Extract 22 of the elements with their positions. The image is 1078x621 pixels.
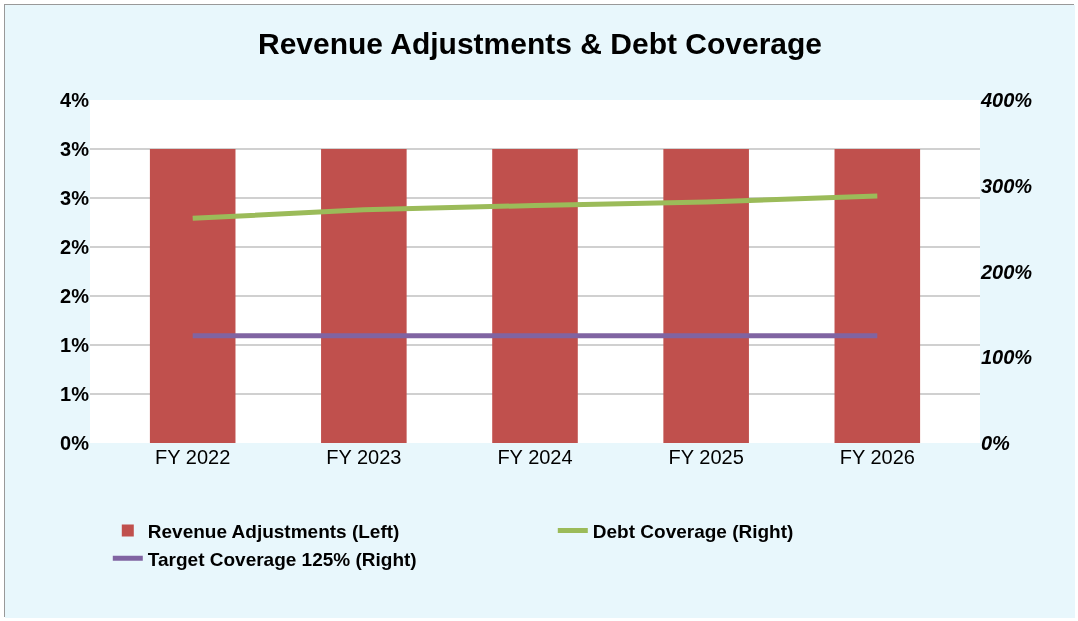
chart-title: Revenue Adjustments & Debt Coverage xyxy=(257,26,823,60)
y-tick-label: 2% xyxy=(60,285,90,307)
x-tick-label: FY 2025 xyxy=(668,446,744,468)
y-tick-label: 1% xyxy=(60,334,90,356)
y-tick-label: 4% xyxy=(60,89,90,111)
y2-tick-label: 0% xyxy=(981,432,1011,454)
x-tick-label: FY 2024 xyxy=(497,446,573,468)
y-tick-label: 1% xyxy=(60,383,90,405)
y-tick-label: 0% xyxy=(60,432,90,454)
legend-label: Revenue Adjustments (Left) xyxy=(147,520,400,542)
y2-tick-label: 400% xyxy=(980,89,1033,111)
x-tick-label: FY 2023 xyxy=(326,446,402,468)
y-tick-label: 3% xyxy=(60,187,90,209)
y-tick-label: 2% xyxy=(60,236,90,258)
x-tick-label: FY 2022 xyxy=(155,446,231,468)
y2-tick-label: 200% xyxy=(980,260,1033,283)
y-tick-label: 3% xyxy=(60,138,90,160)
y2-tick-label: 300% xyxy=(981,174,1033,197)
y2-tick-label: 100% xyxy=(981,346,1033,369)
legend-label: Debt Coverage (Right) xyxy=(592,520,794,542)
legend-label: Target Coverage 125% (Right) xyxy=(147,548,417,570)
x-tick-label: FY 2026 xyxy=(839,446,915,468)
